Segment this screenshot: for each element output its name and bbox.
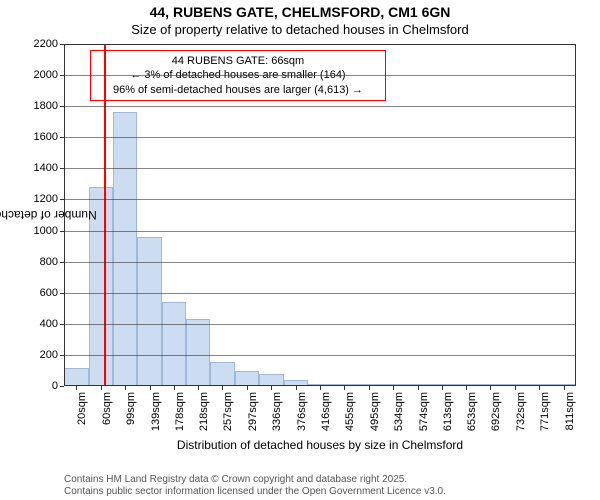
xtick-label: 376sqm <box>296 392 308 442</box>
xtick-mark <box>222 386 223 390</box>
xtick-label: 178sqm <box>174 392 186 442</box>
ytick-label: 1000 <box>22 225 58 237</box>
xtick-mark <box>515 386 516 390</box>
histogram-bar <box>162 302 186 386</box>
xtick-mark <box>174 386 175 390</box>
ytick-label: 400 <box>22 318 58 330</box>
xtick-mark <box>125 386 126 390</box>
gridline <box>64 355 576 356</box>
y-axis-label: Number of detached properties <box>0 207 185 223</box>
xtick-mark <box>564 386 565 390</box>
xtick-mark <box>369 386 370 390</box>
xtick-mark <box>344 386 345 390</box>
xtick-label: 574sqm <box>418 392 430 442</box>
gridline <box>64 199 576 200</box>
ytick-label: 0 <box>22 380 58 392</box>
histogram-bar <box>64 368 88 386</box>
ytick-label: 1200 <box>22 193 58 205</box>
plot-border-right <box>575 44 576 386</box>
ytick-label: 200 <box>22 349 58 361</box>
x-axis-label: Distribution of detached houses by size … <box>64 438 576 452</box>
ytick-label: 2000 <box>22 69 58 81</box>
footer-attribution: Contains HM Land Registry data © Crown c… <box>64 474 446 498</box>
plot-border-top <box>64 44 576 45</box>
ytick-mark <box>60 231 64 232</box>
ytick-mark <box>60 293 64 294</box>
histogram-bar <box>235 371 259 386</box>
ytick-mark <box>60 386 64 387</box>
ytick-label: 1400 <box>22 162 58 174</box>
chart-title: 44, RUBENS GATE, CHELMSFORD, CM1 6GN <box>0 4 600 20</box>
xtick-label: 534sqm <box>393 392 405 442</box>
ytick-label: 2200 <box>22 38 58 50</box>
xtick-label: 811sqm <box>564 392 576 442</box>
gridline <box>64 137 576 138</box>
footer-line2: Contains public sector information licen… <box>64 486 446 498</box>
xtick-label: 771sqm <box>539 392 551 442</box>
gridline <box>64 106 576 107</box>
chart-container: 44, RUBENS GATE, CHELMSFORD, CM1 6GN Siz… <box>0 0 600 500</box>
xtick-mark <box>271 386 272 390</box>
gridline <box>64 324 576 325</box>
ytick-label: 1800 <box>22 100 58 112</box>
xtick-label: 99sqm <box>125 392 137 442</box>
ytick-mark <box>60 44 64 45</box>
xtick-mark <box>296 386 297 390</box>
xtick-mark <box>247 386 248 390</box>
xtick-label: 20sqm <box>76 392 88 442</box>
ytick-mark <box>60 262 64 263</box>
xtick-mark <box>490 386 491 390</box>
ytick-label: 600 <box>22 287 58 299</box>
xtick-label: 653sqm <box>466 392 478 442</box>
xtick-label: 495sqm <box>369 392 381 442</box>
histogram-bar <box>137 237 161 386</box>
ytick-label: 800 <box>22 256 58 268</box>
xtick-label: 416sqm <box>320 392 332 442</box>
histogram-bar <box>210 362 234 386</box>
xtick-label: 455sqm <box>344 392 356 442</box>
xtick-mark <box>418 386 419 390</box>
xtick-label: 732sqm <box>515 392 527 442</box>
chart-subtitle: Size of property relative to detached ho… <box>0 22 600 37</box>
ytick-mark <box>60 106 64 107</box>
ytick-mark <box>60 137 64 138</box>
xtick-mark <box>466 386 467 390</box>
xtick-label: 139sqm <box>150 392 162 442</box>
xtick-label: 218sqm <box>198 392 210 442</box>
xtick-mark <box>76 386 77 390</box>
xtick-mark <box>442 386 443 390</box>
xtick-mark <box>539 386 540 390</box>
xtick-label: 613sqm <box>442 392 454 442</box>
xtick-label: 692sqm <box>490 392 502 442</box>
ytick-label: 1600 <box>22 131 58 143</box>
gridline <box>64 168 576 169</box>
xtick-label: 257sqm <box>222 392 234 442</box>
xtick-mark <box>320 386 321 390</box>
gridline <box>64 75 576 76</box>
xtick-label: 336sqm <box>271 392 283 442</box>
xtick-mark <box>150 386 151 390</box>
xtick-mark <box>393 386 394 390</box>
ytick-mark <box>60 355 64 356</box>
ytick-mark <box>60 75 64 76</box>
ytick-mark <box>60 168 64 169</box>
gridline <box>64 262 576 263</box>
gridline <box>64 293 576 294</box>
ytick-mark <box>60 199 64 200</box>
footer-line1: Contains HM Land Registry data © Crown c… <box>64 474 446 486</box>
xtick-label: 297sqm <box>247 392 259 442</box>
gridline <box>64 231 576 232</box>
xtick-mark <box>101 386 102 390</box>
xtick-mark <box>198 386 199 390</box>
ytick-mark <box>60 324 64 325</box>
histogram-bar <box>113 112 137 386</box>
xtick-label: 60sqm <box>101 392 113 442</box>
histogram-bar <box>186 319 210 386</box>
